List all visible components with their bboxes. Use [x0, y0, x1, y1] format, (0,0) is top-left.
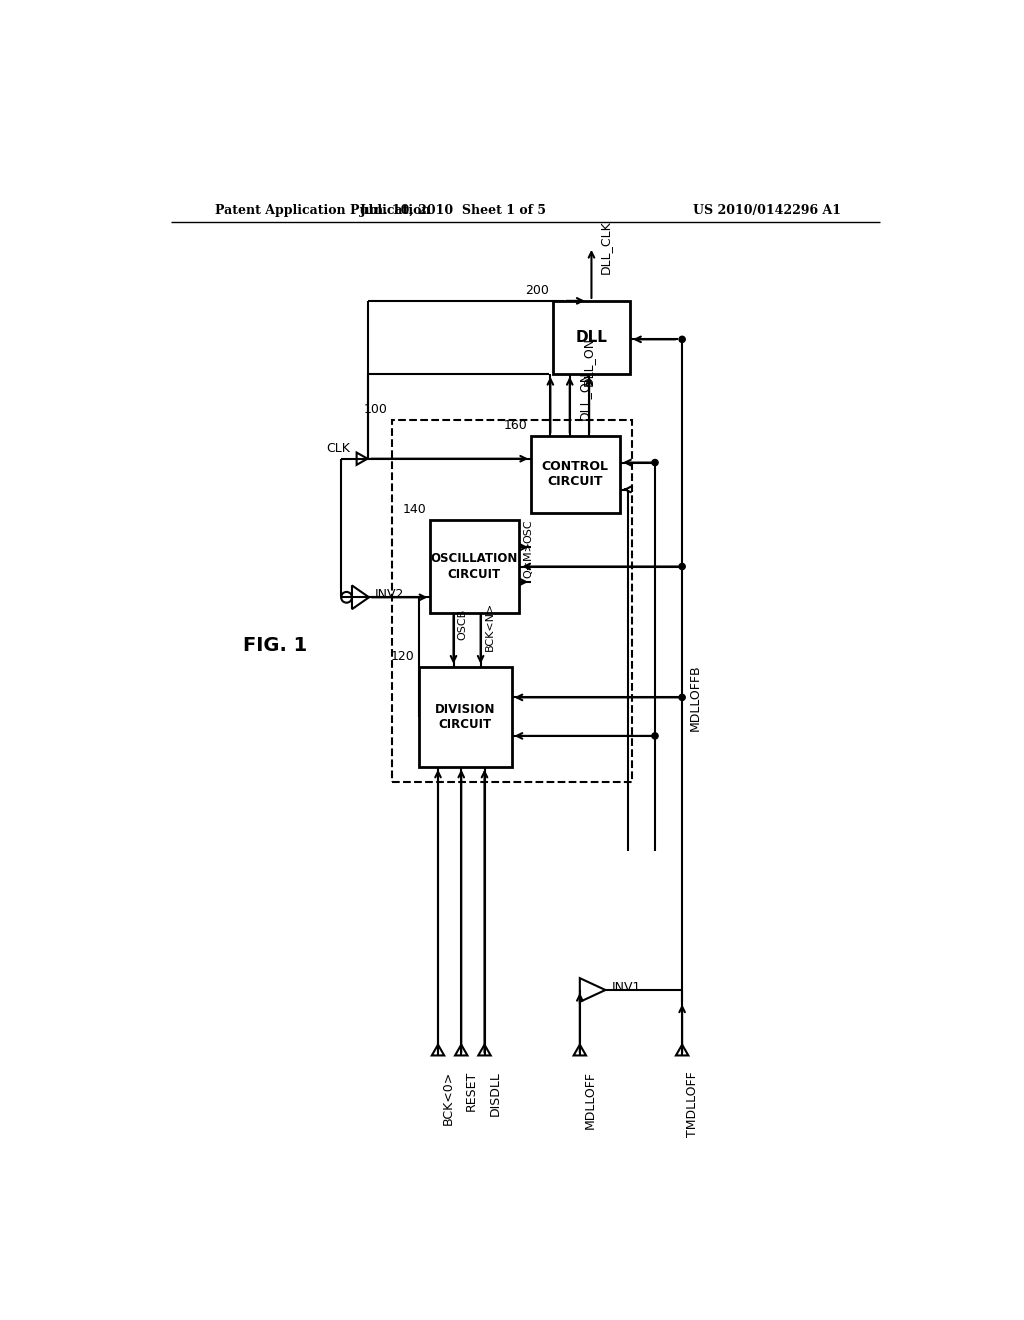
Text: DLL_ON: DLL_ON [583, 337, 595, 385]
Text: 120: 120 [391, 649, 415, 663]
Text: OSC: OSC [523, 520, 534, 544]
Text: DLL_CLK: DLL_CLK [599, 220, 612, 275]
Text: US 2010/0142296 A1: US 2010/0142296 A1 [693, 205, 841, 218]
Text: INV1: INV1 [611, 981, 641, 994]
Text: 140: 140 [402, 503, 426, 516]
Text: 200: 200 [525, 284, 549, 297]
Text: Q<M>: Q<M> [523, 541, 534, 578]
Text: BCK<0>: BCK<0> [442, 1071, 455, 1125]
Circle shape [679, 564, 685, 570]
Bar [419, 667, 512, 767]
Bar [531, 436, 621, 512]
Bar [391, 420, 632, 781]
Text: DIVISION
CIRCUIT: DIVISION CIRCUIT [435, 702, 496, 731]
Text: 100: 100 [364, 404, 388, 416]
Text: 160: 160 [504, 418, 527, 432]
Text: RESET: RESET [465, 1071, 478, 1111]
Text: MDLLOFF: MDLLOFF [584, 1071, 597, 1129]
Text: DISDLL: DISDLL [488, 1071, 502, 1115]
Text: CLK: CLK [327, 442, 350, 455]
Bar [553, 301, 630, 374]
Circle shape [652, 459, 658, 466]
Text: Patent Application Publication: Patent Application Publication [215, 205, 430, 218]
Text: Jun. 10, 2010  Sheet 1 of 5: Jun. 10, 2010 Sheet 1 of 5 [360, 205, 547, 218]
Circle shape [652, 733, 658, 739]
Text: TMDLLOFF: TMDLLOFF [686, 1071, 699, 1137]
Text: CONTROL
CIRCUIT: CONTROL CIRCUIT [542, 461, 608, 488]
Bar [430, 520, 519, 612]
Text: BCK<N>: BCK<N> [484, 602, 495, 651]
Text: MDLLOFFB: MDLLOFFB [688, 664, 701, 731]
Text: INV2: INV2 [375, 589, 404, 602]
Circle shape [679, 694, 685, 701]
Text: OSCILLATION
CIRCUIT: OSCILLATION CIRCUIT [431, 553, 518, 581]
Text: OSCB: OSCB [458, 609, 467, 640]
Circle shape [679, 337, 685, 342]
Text: DLL_ON: DLL_ON [578, 371, 591, 420]
Text: FIG. 1: FIG. 1 [243, 636, 307, 655]
Text: DLL: DLL [575, 330, 607, 345]
